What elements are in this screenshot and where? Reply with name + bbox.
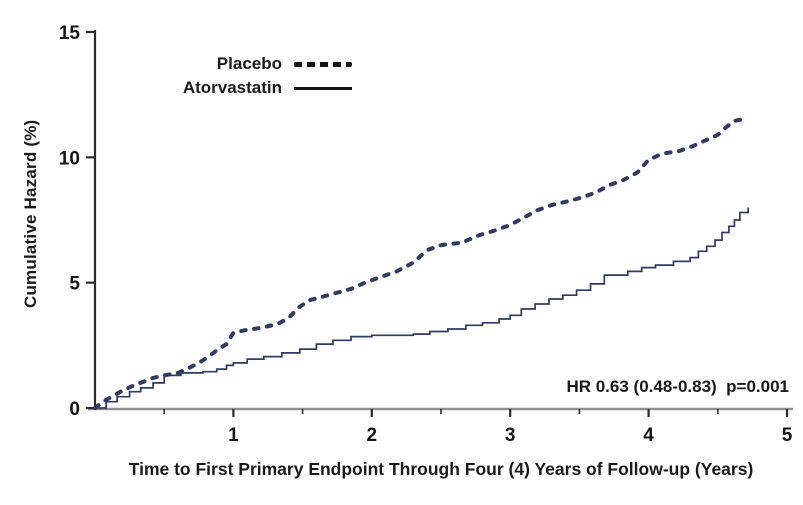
- legend-label-placebo: Placebo: [216, 54, 282, 73]
- y-axis-label: Cumulative Hazard (%): [21, 119, 40, 309]
- legend-label-atorvastatin: Atorvastatin: [182, 78, 282, 97]
- hazard-ratio-annotation: HR 0.63 (0.48-0.83) p=0.001: [566, 377, 789, 396]
- svg-text:4: 4: [643, 425, 654, 446]
- svg-text:3: 3: [505, 425, 516, 446]
- dashed-line-swatch-icon: [294, 61, 352, 67]
- legend-item-placebo: Placebo: [160, 52, 352, 76]
- svg-text:5: 5: [782, 425, 793, 446]
- solid-line-swatch-icon: [294, 86, 352, 90]
- svg-text:5: 5: [69, 274, 80, 295]
- svg-text:1: 1: [228, 425, 239, 446]
- legend-item-atorvastatin: Atorvastatin: [160, 76, 352, 100]
- svg-text:2: 2: [367, 425, 378, 446]
- svg-text:0: 0: [69, 399, 80, 420]
- x-axis-label: Time to First Primary Endpoint Through F…: [128, 459, 754, 479]
- legend: Placebo Atorvastatin: [160, 52, 352, 100]
- svg-text:15: 15: [59, 23, 81, 44]
- svg-text:10: 10: [59, 148, 80, 169]
